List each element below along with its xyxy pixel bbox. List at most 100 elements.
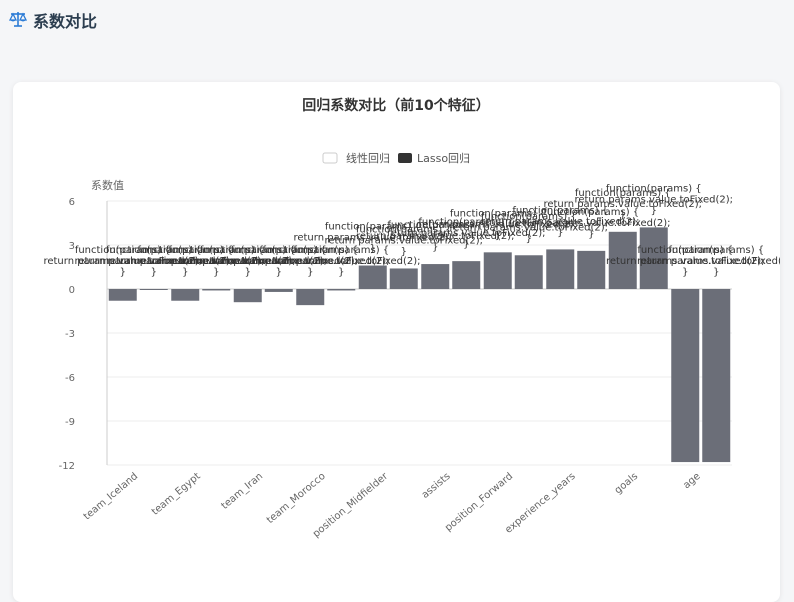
bar <box>514 255 543 289</box>
data-label: return params.value.toFixed(2); <box>106 256 265 267</box>
bar <box>202 289 231 291</box>
data-label: return params.value.toFixed(2); <box>231 256 390 267</box>
data-label: return params.value.toFixed(2); <box>293 233 452 244</box>
x-tick-label: position_Forward <box>443 471 515 534</box>
data-label: function(params) { <box>418 217 514 228</box>
bar <box>264 289 293 292</box>
x-tick-label: experience_years <box>503 471 577 536</box>
data-label: function(params) { <box>231 245 327 256</box>
bar <box>296 289 325 306</box>
data-label: function(params) { <box>75 245 171 256</box>
data-label: } <box>463 239 469 250</box>
data-label: function(params) { <box>512 205 608 216</box>
y-tick-label: 3 <box>69 241 75 252</box>
data-label: } <box>713 267 719 278</box>
bar <box>108 289 137 301</box>
data-label: function(params) { <box>450 208 546 219</box>
data-label: } <box>213 267 219 278</box>
x-tick-label: team_Iran <box>219 471 265 512</box>
data-label: } <box>370 244 376 255</box>
data-label: return params.value.toFixed(2); <box>481 216 640 227</box>
data-label: } <box>151 267 157 278</box>
y-tick-label: -3 <box>65 329 75 340</box>
data-label: return params.value.toFixed(2); <box>168 256 327 267</box>
y-tick-label: 0 <box>69 285 75 296</box>
data-label: function(params) { <box>325 222 421 233</box>
data-label: function(params) { <box>668 245 764 256</box>
chart-title: 回归系数对比（前10个特征） <box>302 97 489 114</box>
data-label: function(params) { <box>168 245 264 256</box>
data-label: return params.value.toFixed(2); <box>137 256 296 267</box>
data-label: return params.value.toFixed(2); <box>606 256 765 267</box>
data-label: function(params) { <box>356 224 452 235</box>
chart-card: 回归系数对比（前10个特征） 线性回归 Lasso回归 系数值 -12 -9 -6 -3 0 3 6… <box>13 82 780 602</box>
data-label: return params.value.toFixed(2); <box>418 219 577 230</box>
data-label: } <box>276 267 282 278</box>
legend-swatch-lasso <box>398 153 412 163</box>
bar <box>608 231 637 289</box>
bar <box>452 261 481 289</box>
data-label: } <box>557 227 563 238</box>
bar <box>702 289 731 463</box>
data-label: } <box>120 267 126 278</box>
x-tick-label: age <box>681 471 702 491</box>
bar <box>139 289 168 290</box>
data-label: } <box>182 267 188 278</box>
data-label: } <box>526 233 532 244</box>
data-label: } <box>432 242 438 253</box>
data-label: } <box>401 246 407 257</box>
data-label: return params.value.toFixed(2); <box>324 235 483 246</box>
data-label: return params.value.toFixed(2); <box>574 194 733 205</box>
data-label: return params.value.toFixed(2); <box>387 228 546 239</box>
app-header: 系数对比 <box>0 0 794 40</box>
data-label: } <box>245 267 251 278</box>
data-label: function(params) { <box>200 245 296 256</box>
data-label: return params.value.toFixed(2); <box>199 256 358 267</box>
bar <box>358 265 387 289</box>
data-label: } <box>307 267 313 278</box>
bar <box>389 268 418 289</box>
scale-icon <box>8 12 28 27</box>
y-tick-label: -12 <box>59 461 75 472</box>
bar <box>233 289 262 303</box>
data-label: } <box>338 267 344 278</box>
data-label: } <box>495 230 501 241</box>
bar <box>639 227 668 289</box>
data-label: } <box>651 205 657 216</box>
data-label: function(params) { <box>293 245 389 256</box>
data-label: function(params) { <box>387 220 483 231</box>
legend-swatch-linear <box>322 152 338 164</box>
legend-label-linear: 线性回归 <box>346 151 390 165</box>
data-label: return params.value.toFixed(2); <box>356 231 515 242</box>
bar <box>327 289 356 291</box>
data-label: return params.value.toFixed(2); <box>449 222 608 233</box>
data-label: function(params) { <box>262 245 358 256</box>
data-label: } <box>682 267 688 278</box>
y-tick-label: 6 <box>69 197 75 208</box>
data-label: return params.value.toFixed(2); <box>262 256 421 267</box>
x-tick-label: team_Morocco <box>265 471 328 526</box>
y-tick-label: -6 <box>65 373 75 384</box>
y-tick-label: -9 <box>65 417 75 428</box>
bar <box>171 289 200 301</box>
data-label: function(params) { <box>106 245 202 256</box>
data-label: return params.value.toFixed(2); <box>512 218 671 229</box>
bar <box>546 249 575 289</box>
data-label: return params.value.toFixed(2); <box>543 199 702 210</box>
bar <box>671 289 700 463</box>
data-label: function(params) { <box>606 183 702 194</box>
data-label: } <box>588 229 594 240</box>
data-label: function(params) { <box>637 245 733 256</box>
bar <box>577 250 606 289</box>
data-label: function(params) { <box>481 211 577 222</box>
data-label: function(params) { <box>575 188 671 199</box>
data-label: return params.value.toFixed(2); <box>74 256 233 267</box>
x-tick-label: team_Iceland <box>82 471 141 523</box>
x-tick-label: goals <box>613 471 640 497</box>
x-tick-label: assists <box>420 471 453 501</box>
x-tick-label: team_Egypt <box>150 471 203 518</box>
y-axis-label: 系数值 <box>91 179 124 192</box>
data-label: } <box>620 210 626 221</box>
data-label: return params.value.toFixed(2); <box>43 256 202 267</box>
